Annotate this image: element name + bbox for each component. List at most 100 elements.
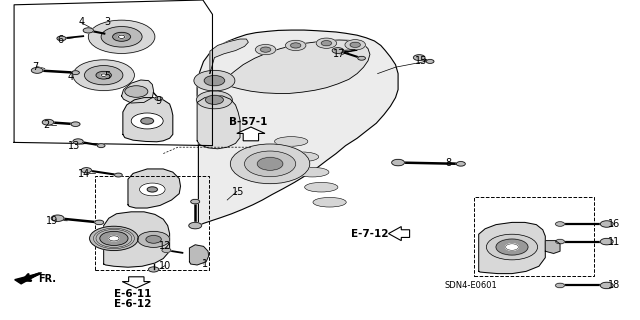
Circle shape <box>115 173 122 177</box>
Circle shape <box>285 40 306 51</box>
Circle shape <box>113 32 131 41</box>
Ellipse shape <box>285 152 319 162</box>
Bar <box>95 176 209 270</box>
Circle shape <box>244 151 296 177</box>
Circle shape <box>556 239 564 244</box>
Text: 13: 13 <box>68 140 81 151</box>
Text: SDN4-E0601: SDN4-E0601 <box>444 281 497 290</box>
Polygon shape <box>197 95 240 149</box>
Circle shape <box>260 47 271 52</box>
Circle shape <box>600 282 613 289</box>
Circle shape <box>148 267 159 272</box>
Circle shape <box>109 236 119 241</box>
Text: 17: 17 <box>333 49 346 60</box>
Text: 15: 15 <box>415 56 428 66</box>
Circle shape <box>413 55 425 60</box>
Polygon shape <box>545 241 560 253</box>
Circle shape <box>131 113 163 129</box>
Text: 2: 2 <box>43 120 49 131</box>
Circle shape <box>321 41 332 46</box>
Circle shape <box>96 71 111 79</box>
Circle shape <box>141 118 154 124</box>
Circle shape <box>100 231 128 245</box>
Circle shape <box>332 48 344 53</box>
Polygon shape <box>15 273 42 284</box>
Text: 10: 10 <box>159 260 172 271</box>
Circle shape <box>101 27 142 47</box>
Circle shape <box>140 183 165 196</box>
Circle shape <box>71 122 80 126</box>
Circle shape <box>456 162 465 166</box>
Circle shape <box>90 226 138 251</box>
Circle shape <box>426 60 434 63</box>
Circle shape <box>191 199 200 204</box>
Text: FR.: FR. <box>38 274 56 284</box>
Bar <box>474 197 594 276</box>
Circle shape <box>358 56 365 60</box>
Text: 1: 1 <box>202 259 208 269</box>
Circle shape <box>118 35 125 38</box>
Circle shape <box>205 95 223 104</box>
Text: 7: 7 <box>32 62 38 72</box>
Text: 3: 3 <box>104 17 111 28</box>
Polygon shape <box>122 277 150 288</box>
Circle shape <box>73 60 134 91</box>
Text: 14: 14 <box>78 169 91 180</box>
Circle shape <box>162 248 171 252</box>
Circle shape <box>350 42 360 47</box>
Circle shape <box>95 220 104 225</box>
Polygon shape <box>128 169 180 208</box>
Circle shape <box>101 74 106 76</box>
Circle shape <box>486 234 538 260</box>
Text: 15: 15 <box>232 187 244 197</box>
Text: E-6-11: E-6-11 <box>115 289 152 299</box>
Circle shape <box>147 187 157 192</box>
Circle shape <box>204 76 225 86</box>
Text: 6: 6 <box>58 35 64 45</box>
Circle shape <box>138 231 170 247</box>
Polygon shape <box>237 127 265 141</box>
Polygon shape <box>123 98 173 142</box>
Text: 12: 12 <box>159 241 172 252</box>
Polygon shape <box>197 30 398 226</box>
Circle shape <box>316 38 337 48</box>
Circle shape <box>73 139 83 144</box>
Text: 9: 9 <box>156 96 162 106</box>
Circle shape <box>556 222 564 226</box>
Circle shape <box>196 91 232 109</box>
Polygon shape <box>388 227 410 241</box>
Circle shape <box>496 239 528 255</box>
Text: 11: 11 <box>608 236 621 247</box>
Circle shape <box>155 97 163 100</box>
Circle shape <box>125 86 148 97</box>
Ellipse shape <box>296 167 329 177</box>
Circle shape <box>345 40 365 50</box>
Text: 4: 4 <box>79 17 85 28</box>
Text: B-57-1: B-57-1 <box>229 117 268 127</box>
Circle shape <box>257 157 283 170</box>
Circle shape <box>81 168 92 173</box>
Text: 16: 16 <box>608 219 621 229</box>
Circle shape <box>600 221 613 227</box>
Circle shape <box>83 28 93 33</box>
Circle shape <box>57 36 66 41</box>
Circle shape <box>97 144 105 148</box>
Text: E-7-12: E-7-12 <box>351 228 388 239</box>
Circle shape <box>31 68 43 73</box>
Polygon shape <box>122 80 154 103</box>
Polygon shape <box>479 222 545 274</box>
Circle shape <box>600 238 613 245</box>
Polygon shape <box>104 212 170 267</box>
Text: 4: 4 <box>67 72 74 82</box>
Polygon shape <box>189 245 209 265</box>
Circle shape <box>392 159 404 166</box>
Text: 19: 19 <box>46 216 59 226</box>
Ellipse shape <box>313 197 346 207</box>
Circle shape <box>291 43 301 48</box>
Circle shape <box>556 283 564 288</box>
Circle shape <box>230 144 310 184</box>
Circle shape <box>255 44 276 55</box>
Polygon shape <box>210 39 248 74</box>
Text: 5: 5 <box>104 71 111 81</box>
Circle shape <box>506 244 518 250</box>
